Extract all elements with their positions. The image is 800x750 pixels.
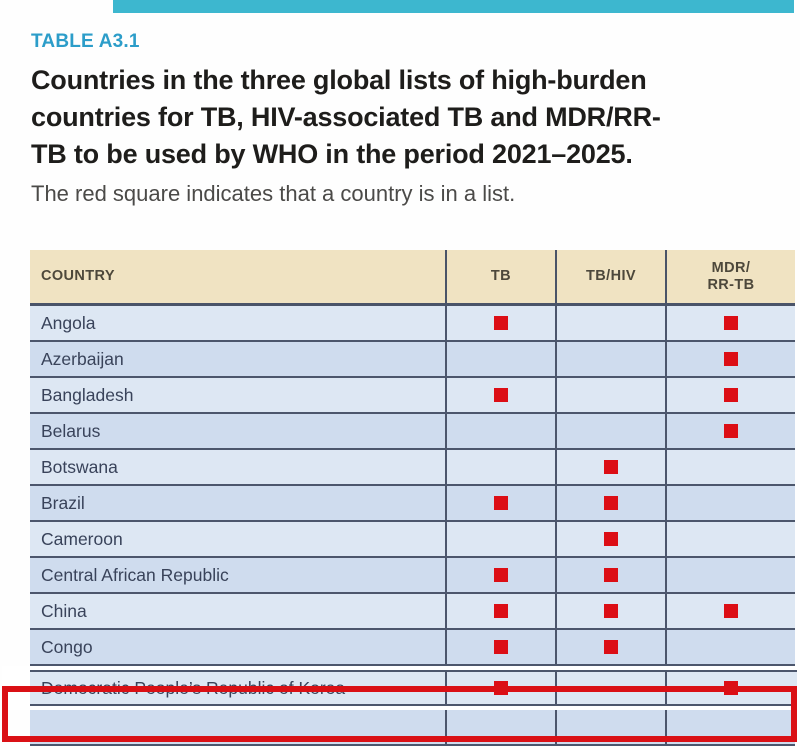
table-title-line-1: Countries in the three global lists of h… — [31, 65, 647, 95]
tb-cell — [445, 672, 555, 704]
red-square-marker — [604, 532, 618, 546]
country-name: Central African Republic — [41, 564, 229, 585]
country-name: Botswana — [41, 456, 118, 477]
red-square-marker — [494, 388, 508, 402]
table-row: Central African Republic — [30, 558, 795, 594]
red-square-marker — [494, 568, 508, 582]
tb-hiv-cell — [555, 486, 665, 520]
high-burden-countries-table: COUNTRY TB TB/HIV MDR/ RR-TB Angola Azerb… — [2, 250, 797, 746]
highlighted-row-wrapper: Democratic People’s Republic of Korea — [2, 666, 797, 710]
table-row: China — [30, 594, 795, 630]
mdr-rr-tb-cell — [665, 672, 795, 704]
tb-hiv-cell — [555, 414, 665, 448]
country-name: Belarus — [41, 420, 101, 441]
table-title-line-2: countries for TB, HIV-associated TB and … — [31, 102, 661, 132]
country-name: Azerbaijan — [41, 348, 124, 369]
table-title-line-3: TB to be used by WHO in the period 2021–… — [31, 139, 633, 169]
mdr-rr-tb-cell — [665, 558, 795, 592]
country-name: Bangladesh — [41, 384, 134, 405]
tb-cell — [445, 594, 555, 628]
mdr-rr-tb-cell — [665, 378, 795, 412]
partial-table-row — [30, 710, 795, 746]
table-legend-note: The red square indicates that a country … — [31, 181, 516, 206]
red-square-marker — [724, 388, 738, 402]
red-square-marker — [724, 352, 738, 366]
table-row: Bangladesh — [30, 378, 795, 414]
mdr-rr-tb-cell — [665, 450, 795, 484]
red-square-marker — [494, 604, 508, 618]
mdr-rr-tb-cell — [665, 486, 795, 520]
column-header-mdr-rr-tb: MDR/ RR-TB — [665, 250, 795, 303]
tb-cell — [445, 378, 555, 412]
table-number-label: TABLE A3.1 — [31, 31, 140, 52]
red-square-marker — [604, 568, 618, 582]
tb-hiv-cell — [555, 522, 665, 556]
country-name: Cameroon — [41, 528, 123, 549]
column-header-tb-hiv: TB/HIV — [555, 250, 665, 303]
table-row: Angola — [30, 306, 795, 342]
table-row: Congo — [30, 630, 795, 666]
table-row: Azerbaijan — [30, 342, 795, 378]
red-square-marker — [724, 604, 738, 618]
mdr-rr-tb-cell — [665, 594, 795, 628]
tb-cell — [445, 342, 555, 376]
red-square-marker — [724, 424, 738, 438]
tb-hiv-cell — [555, 342, 665, 376]
tb-hiv-cell — [555, 594, 665, 628]
column-header-country: COUNTRY — [41, 268, 115, 284]
red-square-marker — [604, 604, 618, 618]
empty-cell — [665, 710, 795, 744]
tb-hiv-cell — [555, 672, 665, 704]
table-title: Countries in the three global lists of h… — [31, 62, 786, 173]
tb-cell — [445, 450, 555, 484]
table-row: Brazil — [30, 486, 795, 522]
empty-cell — [555, 710, 665, 744]
table-row: Democratic People’s Republic of Korea — [30, 670, 797, 706]
tb-hiv-cell — [555, 450, 665, 484]
red-square-marker — [724, 681, 738, 695]
mdr-rr-tb-cell — [665, 630, 795, 664]
red-square-marker — [604, 640, 618, 654]
tb-cell — [445, 558, 555, 592]
tb-cell — [445, 522, 555, 556]
tb-hiv-cell — [555, 558, 665, 592]
country-name: Brazil — [41, 492, 85, 513]
table-row: Botswana — [30, 450, 795, 486]
table-row: Cameroon — [30, 522, 795, 558]
country-name: Angola — [41, 312, 96, 333]
table-header-row: COUNTRY TB TB/HIV MDR/ RR-TB — [30, 250, 795, 306]
tb-cell — [445, 630, 555, 664]
empty-cell — [30, 710, 445, 744]
tb-hiv-cell — [555, 378, 665, 412]
red-square-marker — [724, 316, 738, 330]
country-name: Congo — [41, 636, 93, 657]
empty-cell — [445, 710, 555, 744]
table-body: Angola Azerbaijan Bangladesh Belarus Botswan… — [2, 306, 797, 746]
tb-cell — [445, 306, 555, 340]
red-square-marker — [494, 496, 508, 510]
mdr-rr-tb-cell — [665, 414, 795, 448]
country-name: China — [41, 600, 87, 621]
mdr-rr-tb-cell — [665, 342, 795, 376]
tb-cell — [445, 486, 555, 520]
country-name: Democratic People’s Republic of Korea — [41, 677, 346, 698]
tb-hiv-cell — [555, 306, 665, 340]
table-row: Belarus — [30, 414, 795, 450]
mdr-rr-tb-cell — [665, 522, 795, 556]
red-square-marker — [494, 316, 508, 330]
mdr-rr-tb-cell — [665, 306, 795, 340]
red-square-marker — [494, 681, 508, 695]
page-top-accent-band — [113, 0, 794, 13]
column-header-tb: TB — [445, 250, 555, 303]
red-square-marker — [494, 640, 508, 654]
red-square-marker — [604, 460, 618, 474]
tb-hiv-cell — [555, 630, 665, 664]
red-square-marker — [604, 496, 618, 510]
tb-cell — [445, 414, 555, 448]
